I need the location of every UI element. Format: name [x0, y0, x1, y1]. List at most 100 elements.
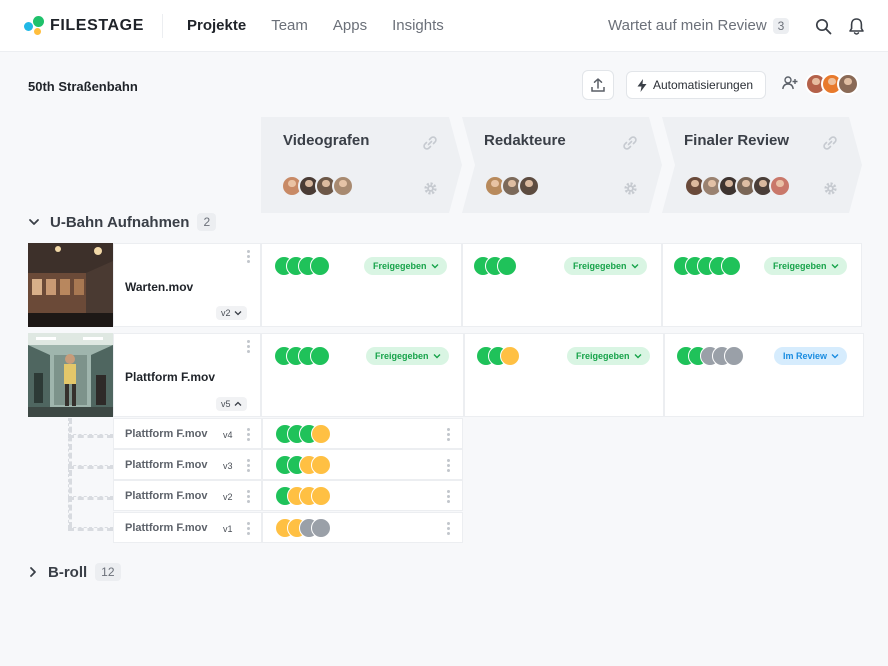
version-file-cell[interactable]: Plattform F.mov v1 — [113, 512, 262, 543]
more-options-icon[interactable] — [246, 340, 250, 353]
more-options-icon[interactable] — [246, 250, 250, 263]
reviewer-status-dots[interactable] — [275, 486, 331, 506]
version-label: v5 — [221, 399, 231, 409]
version-selector[interactable]: v2 — [216, 306, 247, 320]
version-file-cell[interactable]: Plattform F.mov v4 — [113, 418, 262, 449]
chevron-down-icon — [831, 264, 839, 269]
stage-reviewers[interactable] — [684, 175, 791, 197]
more-options-icon[interactable] — [446, 522, 450, 535]
chevron-right-icon[interactable] — [28, 566, 38, 578]
reviewer-status-dots[interactable] — [673, 256, 741, 276]
version-file-cell[interactable]: Plattform F.mov v2 — [113, 480, 262, 511]
more-options-icon[interactable] — [446, 428, 450, 441]
file-cell-warten[interactable]: Warten.mov v2 — [113, 243, 261, 327]
stage-name: Redakteure — [484, 132, 566, 149]
file-name[interactable]: Plattform F.mov — [125, 459, 208, 471]
version-row-v4[interactable]: Plattform F.mov v4 — [113, 418, 463, 449]
version-file-cell[interactable]: Plattform F.mov v3 — [113, 449, 262, 480]
status-badge[interactable]: Freigegeben — [567, 347, 650, 365]
more-options-icon[interactable] — [246, 459, 250, 472]
avatar[interactable] — [769, 175, 791, 197]
nav-item-apps[interactable]: Apps — [332, 17, 368, 34]
automations-button[interactable]: Automatisierungen — [626, 71, 767, 99]
chevron-down-icon[interactable] — [28, 217, 40, 227]
stage-cell[interactable]: Im Review — [664, 333, 864, 417]
chevron-down-icon — [433, 354, 441, 359]
more-options-icon[interactable] — [246, 428, 250, 441]
more-options-icon[interactable] — [246, 490, 250, 503]
file-name[interactable]: Plattform F.mov — [125, 428, 208, 440]
stage-cell[interactable] — [262, 480, 463, 511]
reviewer-status-dots[interactable] — [275, 455, 331, 475]
link-icon[interactable] — [422, 135, 438, 156]
group-count: 12 — [95, 563, 121, 581]
stage-header-finaler-review[interactable]: Finaler Review — [662, 117, 862, 213]
file-name[interactable]: Plattform F.mov — [125, 370, 216, 384]
avatar[interactable] — [752, 175, 774, 197]
version-selector[interactable]: v5 — [216, 397, 247, 411]
more-options-icon[interactable] — [446, 459, 450, 472]
bell-icon[interactable] — [846, 16, 866, 36]
more-options-icon[interactable] — [446, 490, 450, 503]
group-header-u-bahn[interactable]: U-Bahn Aufnahmen 2 — [28, 213, 217, 231]
stage-cell[interactable] — [262, 418, 463, 449]
version-row-v1[interactable]: Plattform F.mov v1 — [113, 512, 463, 543]
stage-reviewers[interactable] — [484, 175, 540, 197]
more-options-icon[interactable] — [246, 522, 250, 535]
search-icon[interactable] — [813, 16, 833, 36]
stage-cell[interactable]: Freigegeben — [261, 243, 462, 327]
file-name[interactable]: Plattform F.mov — [125, 490, 208, 502]
status-badge[interactable]: Freigegeben — [366, 347, 449, 365]
reviewer-status-dots[interactable] — [676, 346, 744, 366]
stage-header-redakteure[interactable]: Redakteure — [462, 117, 662, 213]
add-user-icon[interactable] — [782, 76, 798, 95]
file-thumbnail-warten[interactable] — [28, 243, 113, 327]
status-badge[interactable]: Im Review — [774, 347, 848, 365]
version-label: v2 — [221, 308, 231, 318]
filestage-logo[interactable]: FILESTAGE — [24, 16, 144, 36]
avatar[interactable] — [701, 175, 723, 197]
stage-cell[interactable]: Freigegeben — [261, 333, 464, 417]
reviewer-status-dots[interactable] — [274, 256, 330, 276]
chevron-down-icon — [234, 311, 241, 316]
project-team-avatars[interactable] — [805, 73, 859, 95]
nav-item-projekte[interactable]: Projekte — [187, 17, 247, 34]
gear-icon[interactable] — [423, 181, 438, 201]
version-row-v2[interactable]: Plattform F.mov v2 — [113, 480, 463, 511]
reviewer-status-dots[interactable] — [275, 518, 331, 538]
status-badge[interactable]: Freigegeben — [564, 257, 647, 275]
stage-cell[interactable]: Freigegeben — [662, 243, 862, 327]
gear-icon[interactable] — [623, 181, 638, 201]
reviewer-status-dots[interactable] — [275, 424, 331, 444]
stage-header-videografen[interactable]: Videografen — [261, 117, 462, 213]
nav-item-insights[interactable]: Insights — [392, 17, 444, 34]
stage-cell[interactable]: Freigegeben — [462, 243, 662, 327]
status-badge[interactable]: Freigegeben — [764, 257, 847, 275]
avatar[interactable] — [518, 175, 540, 197]
status-badge[interactable]: Freigegeben — [364, 257, 447, 275]
reviewer-status-dots[interactable] — [274, 346, 330, 366]
file-name[interactable]: Plattform F.mov — [125, 522, 208, 534]
gear-icon[interactable] — [823, 181, 838, 201]
status-label: Freigegeben — [773, 261, 827, 271]
file-name[interactable]: Warten.mov — [125, 280, 194, 294]
avatar[interactable] — [332, 175, 354, 197]
upload-button[interactable] — [582, 70, 614, 100]
stage-cell[interactable]: Freigegeben — [464, 333, 664, 417]
avatar[interactable] — [837, 73, 859, 95]
reviewer-status-dots[interactable] — [476, 346, 520, 366]
avatar[interactable] — [484, 175, 506, 197]
link-icon[interactable] — [822, 135, 838, 156]
stage-cell[interactable] — [262, 512, 463, 543]
group-header-b-roll[interactable]: B-roll 12 — [28, 563, 121, 581]
nav-item-team[interactable]: Team — [271, 17, 308, 34]
waiting-for-review-link[interactable]: Wartet auf mein Review 3 — [608, 17, 790, 34]
link-icon[interactable] — [622, 135, 638, 156]
stage-cell[interactable] — [262, 449, 463, 480]
file-cell-plattform[interactable]: Plattform F.mov v5 — [113, 333, 261, 417]
version-row-v3[interactable]: Plattform F.mov v3 — [113, 449, 463, 480]
stage-reviewers[interactable] — [281, 175, 354, 197]
file-thumbnail-plattform[interactable] — [28, 333, 113, 417]
reviewer-status-dots[interactable] — [473, 256, 517, 276]
nav-divider — [162, 14, 163, 38]
